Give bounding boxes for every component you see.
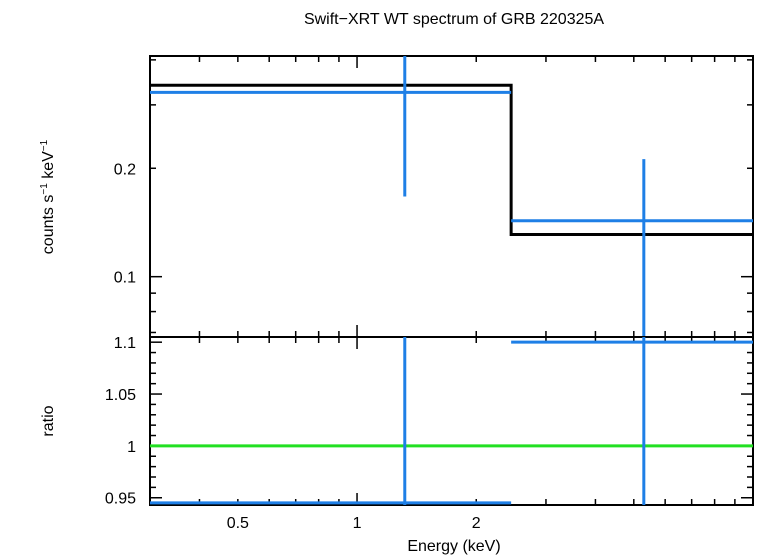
- top-panel-frame: [149, 55, 754, 338]
- bottom-panel-marks: [150, 337, 753, 505]
- x-axis-label: Energy (keV): [407, 538, 500, 555]
- top-panel-marks: [150, 56, 753, 337]
- bottom-panel: 0.5 1 2 0.95 1 1.05 1.1 ratio Energy (keV): [40, 335, 754, 555]
- y-label-exp-2: −1: [39, 139, 50, 151]
- y-tick-label: 1.1: [114, 335, 136, 352]
- x-tick-label: 2: [472, 515, 481, 532]
- y-tick-label: 1: [127, 439, 136, 456]
- bottom-panel-frame: [149, 336, 754, 506]
- top-panel: 0.10.2 counts s−1 keV−1: [39, 55, 754, 338]
- y-tick-label: 0.95: [105, 491, 136, 508]
- y-tick-label: 0.1: [114, 270, 136, 287]
- y-label-exp-1: −1: [39, 183, 50, 195]
- y-tick-label: 1.05: [105, 387, 136, 404]
- y-label-unit: keV: [40, 151, 57, 183]
- chart-title: Swift−XRT WT spectrum of GRB 220325A: [304, 11, 604, 28]
- y-label-base: counts s: [40, 195, 57, 255]
- top-panel-y-axis-label: counts s−1 keV−1: [39, 139, 57, 254]
- y-tick-label: 0.2: [114, 161, 136, 178]
- x-tick-label: 0.5: [227, 515, 249, 532]
- top-panel-ticks: 0.1 0.2: [114, 56, 754, 337]
- model-step-line: [150, 83, 753, 236]
- x-tick-label: 1: [353, 515, 362, 532]
- bottom-panel-y-axis-label: ratio: [40, 405, 57, 436]
